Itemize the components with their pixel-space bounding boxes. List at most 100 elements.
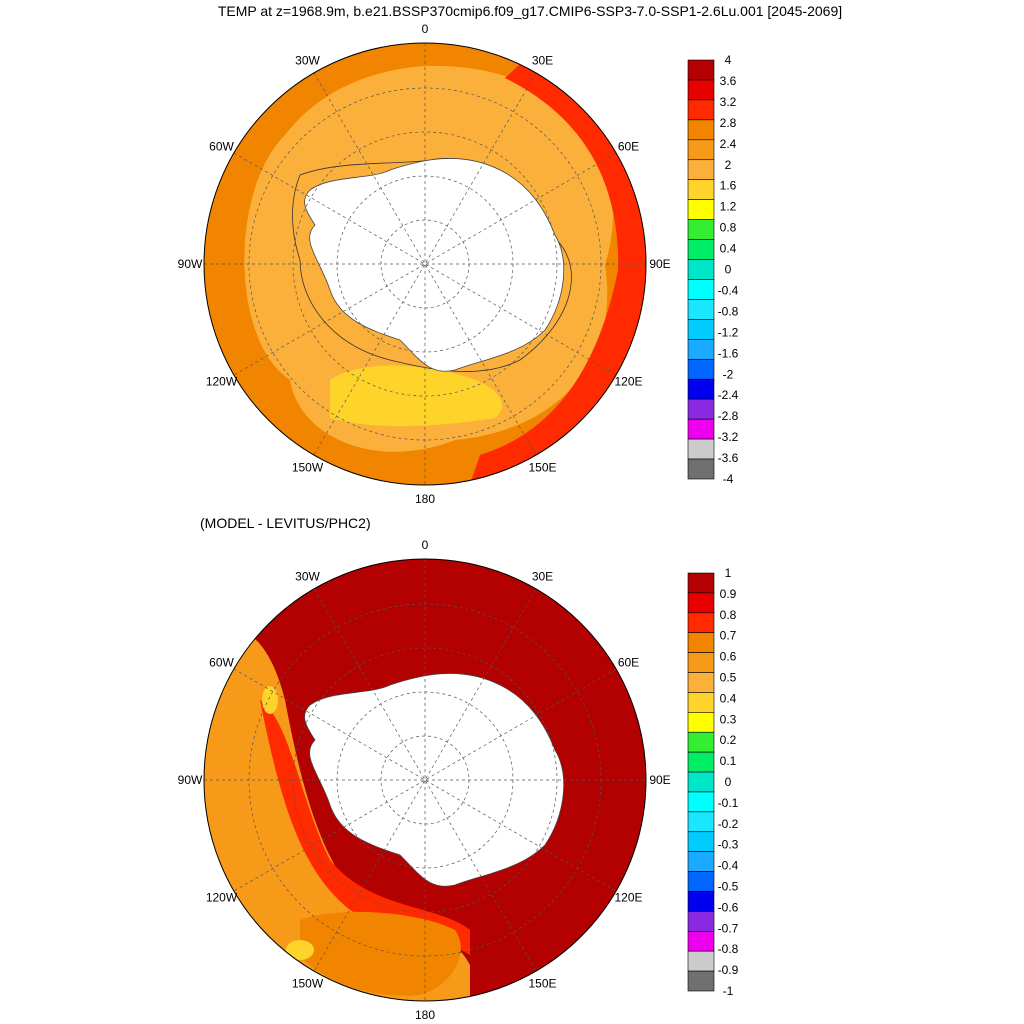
colorbar-swatch bbox=[687, 179, 715, 200]
colorbar-tick-label: -0.7 bbox=[718, 921, 739, 935]
lon-label: 150W bbox=[292, 977, 324, 991]
panel-1-map bbox=[203, 42, 647, 486]
colorbar-tick-label: 1 bbox=[725, 566, 732, 580]
colorbar-tick-label: 0.4 bbox=[720, 691, 737, 705]
colorbar-tick-label: 0 bbox=[725, 263, 732, 277]
lon-label: 90W bbox=[178, 257, 203, 271]
lon-label: 30E bbox=[532, 54, 553, 68]
colorbar-tick-label: 1.6 bbox=[720, 179, 737, 193]
colorbar-tick-label: 0.3 bbox=[720, 712, 737, 726]
colorbar-swatch bbox=[687, 199, 715, 220]
lon-label: 90W bbox=[178, 773, 203, 787]
panel-2-title: (MODEL - LEVITUS/PHC2) bbox=[200, 515, 371, 531]
colorbar-tick-label: 0.9 bbox=[720, 587, 737, 601]
panel-2-lon-labels: 0 30E 60E 90E 120E 150E 180 150W 120W 90W 60W 30W bbox=[178, 538, 671, 1022]
colorbar-tick-label: 0.2 bbox=[720, 733, 737, 747]
panel-2-field-patch bbox=[286, 940, 314, 960]
lon-label: 30W bbox=[295, 570, 320, 584]
colorbar-swatch bbox=[687, 891, 715, 912]
colorbar-tick-label: 3.2 bbox=[720, 95, 737, 109]
colorbar-swatch bbox=[687, 259, 715, 280]
colorbar-swatch bbox=[687, 279, 715, 300]
colorbar-tick-label: 0.7 bbox=[720, 629, 737, 643]
colorbar-swatch bbox=[687, 358, 715, 380]
panel-2-graticule bbox=[204, 559, 646, 1001]
colorbar-tick-label: -2 bbox=[723, 367, 734, 381]
panel-1-field-east bbox=[470, 64, 646, 484]
colorbar-swatch bbox=[687, 731, 715, 753]
panel-2-map bbox=[203, 558, 647, 1002]
colorbar-tick-label: -0.4 bbox=[718, 859, 739, 873]
colorbar-swatch bbox=[687, 339, 715, 360]
colorbar-tick-label: 0 bbox=[725, 775, 732, 789]
lon-label: 120E bbox=[614, 891, 642, 905]
panel-2-field-patch2 bbox=[262, 686, 278, 714]
colorbar-tick-label: 0.8 bbox=[720, 608, 737, 622]
colorbar-swatch bbox=[687, 771, 715, 793]
colorbar-tick-label: 0.5 bbox=[720, 671, 737, 685]
colorbar-swatch bbox=[687, 59, 715, 81]
colorbar-swatch bbox=[687, 811, 715, 833]
panel-1-antarctica bbox=[304, 158, 565, 372]
colorbar-swatch bbox=[687, 970, 715, 992]
colorbar-tick-label: -0.2 bbox=[718, 817, 739, 831]
colorbar-tick-label: 0.4 bbox=[720, 242, 737, 256]
colorbar-tick-label: -0.6 bbox=[718, 900, 739, 914]
colorbar-swatch bbox=[687, 652, 715, 673]
colorbar-swatch bbox=[687, 299, 715, 320]
panel-1-border bbox=[203, 42, 647, 486]
colorbar-tick-label: 2.8 bbox=[720, 116, 737, 130]
colorbar-tick-label: -0.8 bbox=[718, 304, 739, 318]
lon-label: 90E bbox=[649, 257, 670, 271]
colorbar-swatch bbox=[687, 99, 715, 121]
colorbar-tick-label: -1.2 bbox=[718, 325, 739, 339]
colorbar-swatch bbox=[687, 139, 715, 161]
colorbar-tick-label: -1 bbox=[723, 984, 734, 998]
colorbar-tick-label: 3.6 bbox=[720, 74, 737, 88]
lon-label: 0 bbox=[422, 22, 429, 36]
colorbar-tick-label: 0.1 bbox=[720, 754, 737, 768]
panel-1-colorbar: 4 3.6 3.2 2.8 2.4 2 1.6 1.2 0.8 0.4 0 -0.4 -0.8 -1.2 -… bbox=[687, 53, 739, 486]
colorbar-tick-label: 0.6 bbox=[720, 650, 737, 664]
colorbar-tick-label: -0.4 bbox=[718, 284, 739, 298]
colorbar-tick-label: -1.6 bbox=[718, 346, 739, 360]
colorbar-tick-label: -0.5 bbox=[718, 880, 739, 894]
lon-label: 180 bbox=[415, 1008, 435, 1022]
lon-label: 0 bbox=[422, 538, 429, 552]
lon-label: 30E bbox=[532, 570, 553, 584]
panel-1-lon-labels: 0 30E 60E 90E 120E 150E 180 150W 120W 90W 60W 30W bbox=[178, 22, 671, 506]
lon-label: 60E bbox=[618, 656, 639, 670]
lon-label: 150E bbox=[528, 977, 556, 991]
lon-label: 120W bbox=[206, 891, 238, 905]
colorbar-tick-label: -0.9 bbox=[718, 963, 739, 977]
colorbar-swatch bbox=[687, 751, 715, 773]
colorbar-swatch bbox=[687, 831, 715, 852]
colorbar-tick-label: -0.8 bbox=[718, 942, 739, 956]
lon-label: 60E bbox=[618, 140, 639, 154]
lon-label: 150E bbox=[528, 461, 556, 475]
colorbar-swatch bbox=[687, 378, 715, 400]
lon-label: 60W bbox=[209, 140, 234, 154]
colorbar-swatch bbox=[687, 159, 715, 181]
panel-2-border bbox=[203, 558, 647, 1002]
colorbar-tick-label: -4 bbox=[723, 472, 734, 486]
lon-label: 60W bbox=[209, 656, 234, 670]
colorbar-tick-label: -0.1 bbox=[718, 796, 739, 810]
lon-label: 120W bbox=[206, 375, 238, 389]
lon-label: 30W bbox=[295, 54, 320, 68]
colorbar-tick-label: 2 bbox=[725, 158, 732, 172]
colorbar-swatch bbox=[687, 612, 715, 634]
colorbar-tick-label: -2.4 bbox=[718, 388, 739, 402]
colorbar-swatch bbox=[687, 930, 715, 952]
lon-label: 180 bbox=[415, 492, 435, 506]
colorbar-swatch bbox=[687, 592, 715, 614]
colorbar-swatch bbox=[687, 319, 715, 340]
colorbar-swatch bbox=[687, 692, 715, 713]
colorbar-swatch bbox=[687, 851, 715, 872]
panel-1-graticule bbox=[204, 43, 646, 485]
colorbar-tick-label: 0.8 bbox=[720, 221, 737, 235]
colorbar-swatch bbox=[687, 239, 715, 260]
colorbar-tick-label: 2.4 bbox=[720, 137, 737, 151]
colorbar-swatch bbox=[687, 119, 715, 141]
